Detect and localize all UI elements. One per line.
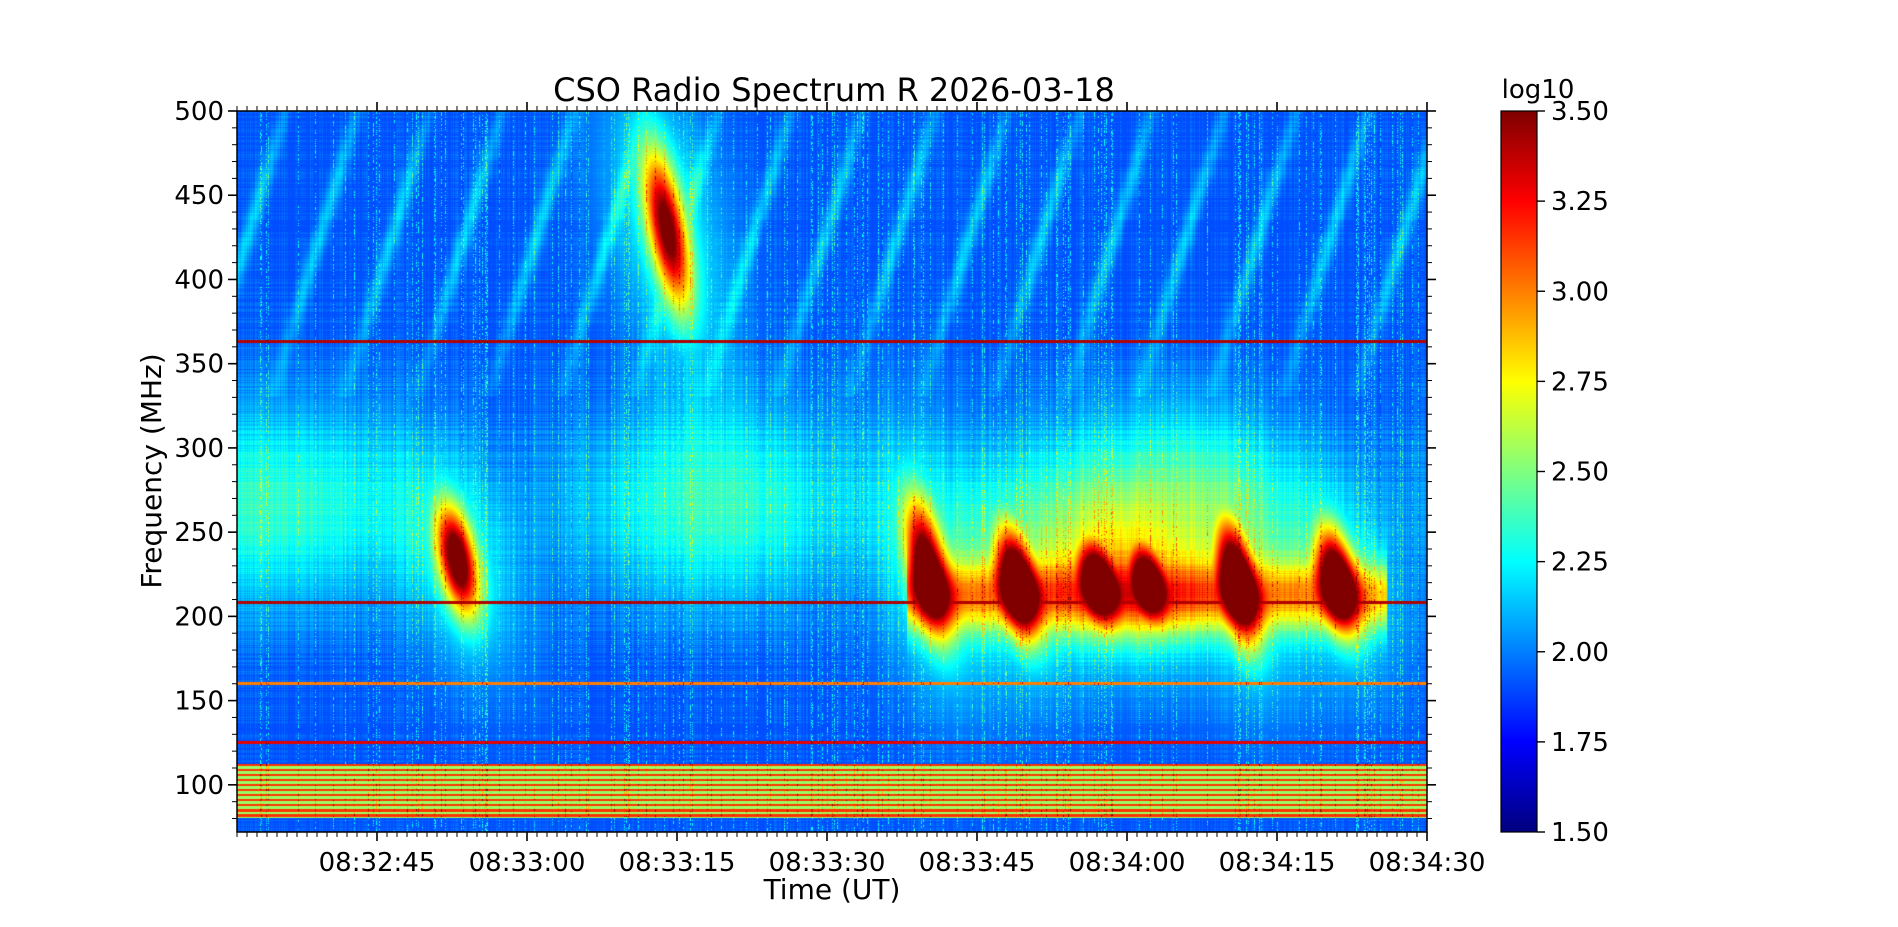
colorbar-ticks: 1.50 1.75 2.00 2.25 2.50 2.75 3.00 3.25 3.50	[1537, 97, 1609, 848]
plot-area	[236, 110, 1428, 833]
colorbar-tick-label: 2.25	[1551, 548, 1609, 578]
colorbar-gradient	[1501, 111, 1537, 832]
x-tick-label: 08:33:00	[469, 848, 586, 878]
colorbar: log10 1.50 1.75 2.00 2.25 2.50 2.75 3.00 3.25 3.…	[1500, 75, 1609, 848]
y-tick-label: 450	[174, 181, 224, 211]
colorbar-tick-label: 3.50	[1551, 97, 1609, 127]
x-axis: 08:32:45 08:33:00 08:33:15 08:33:30 08:33:45…	[236, 102, 1486, 878]
colorbar-tick-label: 1.75	[1551, 728, 1609, 758]
plot-frame	[236, 110, 1428, 833]
colorbar-tick-label: 3.25	[1551, 187, 1609, 217]
colorbar-title: log10	[1502, 75, 1575, 105]
spectrogram-heatmap	[237, 111, 1427, 832]
x-tick-label: 08:32:45	[319, 848, 436, 878]
y-tick-label: 400	[174, 265, 224, 295]
colorbar-tick-label: 3.00	[1551, 277, 1609, 307]
x-tick-label: 08:34:00	[1069, 848, 1186, 878]
colorbar-tick-label: 2.00	[1551, 638, 1609, 668]
x-axis-label: Time (UT)	[763, 873, 901, 906]
y-tick-label: 300	[174, 434, 224, 464]
chart-title: CSO Radio Spectrum R 2026-03-18	[553, 71, 1115, 109]
y-tick-label: 150	[174, 687, 224, 717]
y-tick-label: 250	[174, 518, 224, 548]
colorbar-tick-label: 1.50	[1551, 818, 1609, 848]
y-tick-label: 500	[174, 97, 224, 127]
x-tick-label: 08:34:15	[1219, 848, 1336, 878]
y-axis-label: Frequency (MHz)	[135, 353, 168, 588]
colorbar-tick-label: 2.75	[1551, 367, 1609, 397]
y-tick-label: 100	[174, 771, 224, 801]
x-tick-label: 08:33:30	[769, 848, 886, 878]
y-tick-label: 200	[174, 602, 224, 632]
y-tick-label: 350	[174, 350, 224, 380]
x-tick-label: 08:34:30	[1369, 848, 1486, 878]
colorbar-tick-label: 2.50	[1551, 458, 1609, 488]
y-axis: 100 150 200 250 300 350 400 450 500	[174, 97, 1436, 820]
x-tick-label: 08:33:45	[919, 848, 1036, 878]
x-tick-label: 08:33:15	[619, 848, 736, 878]
